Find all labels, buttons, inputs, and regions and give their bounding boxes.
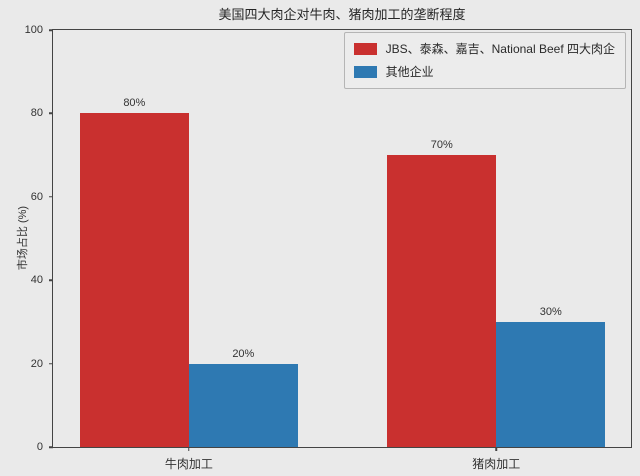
- bar: 80%: [79, 97, 189, 447]
- bar-value-label: 20%: [232, 347, 255, 360]
- bar: 70%: [387, 139, 497, 447]
- bar: 20%: [188, 348, 298, 447]
- y-tick-mark: [49, 362, 53, 365]
- x-tick-mark: [188, 447, 190, 451]
- legend-item: 其他企业: [353, 63, 615, 80]
- y-tick-mark: [49, 279, 53, 281]
- legend-label: 其他企业: [385, 65, 434, 79]
- bar-group: 80% 20%: [79, 30, 298, 447]
- x-tick-mark: [495, 447, 498, 451]
- legend-swatch: [353, 42, 377, 55]
- chart-title: 美国四大肉企对牛肉、猪肉加工的垄断程度: [218, 7, 466, 22]
- legend: JBS、泰森、嘉吉、National Beef 四大肉企 其他企业: [343, 32, 626, 89]
- bar: 30%: [496, 306, 606, 447]
- bar-group: 70% 30%: [387, 30, 606, 447]
- x-tick-label: 猪肉加工: [472, 457, 521, 471]
- y-tick-mark: [49, 29, 53, 31]
- y-tick-label: 80: [30, 107, 43, 120]
- y-tick-label: 40: [30, 274, 43, 287]
- y-tick-label: 60: [30, 190, 43, 203]
- y-tick-label: 100: [24, 24, 43, 36]
- legend-swatch: [353, 65, 377, 78]
- legend-label: JBS、泰森、嘉吉、National Beef 四大肉企: [385, 42, 615, 56]
- x-tick-label: 牛肉加工: [164, 457, 213, 471]
- legend-item: JBS、泰森、嘉吉、National Beef 四大肉企: [353, 40, 615, 57]
- bar-value-label: 80%: [123, 97, 146, 110]
- y-axis-label: 市场占比 (%): [17, 205, 29, 271]
- y-tick-mark: [49, 112, 53, 115]
- bar-value-label: 70%: [430, 139, 453, 152]
- plot-area: 0 20 40 60 80 100 牛肉加工 猪肉加工 80% 20% 70% 30% JBS、泰…: [25, 24, 632, 471]
- y-tick-mark: [49, 196, 53, 198]
- y-tick-mark: [49, 446, 53, 448]
- bar-value-label: 30%: [539, 305, 562, 318]
- y-tick-label: 20: [30, 357, 43, 370]
- y-tick-label: 0: [36, 441, 43, 453]
